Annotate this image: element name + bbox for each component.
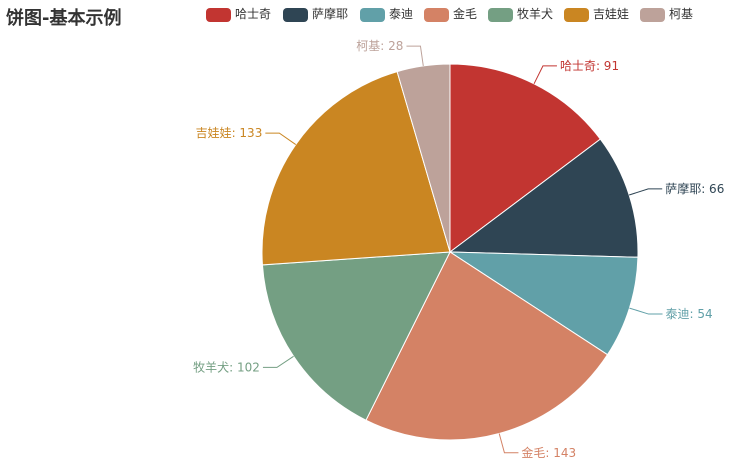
legend-label: 泰迪	[389, 7, 414, 21]
legend-label: 哈士奇	[235, 7, 272, 21]
legend-swatch	[360, 8, 385, 22]
label-leader-line	[629, 307, 663, 315]
legend-label: 金毛	[453, 7, 478, 21]
slice-label: 泰迪: 54	[666, 307, 713, 321]
pie-slice[interactable]	[449, 63, 602, 254]
slice-label: 哈士奇: 91	[560, 59, 619, 73]
pie-slice[interactable]	[448, 251, 639, 356]
label-leader-line	[628, 188, 663, 196]
pie-slice[interactable]	[261, 70, 451, 266]
label-leader-line	[265, 132, 297, 145]
legend-label: 吉娃娃	[593, 7, 630, 21]
label-leader-line	[533, 65, 557, 85]
legend-swatch	[424, 8, 449, 22]
legend-swatch	[640, 8, 665, 22]
slice-label: 牧羊犬: 102	[193, 359, 260, 374]
slice-label: 金毛: 143	[521, 445, 576, 460]
slice-label: 柯基: 28	[356, 39, 403, 53]
chart-title: 饼图-基本示例	[6, 8, 122, 29]
label-leader-line	[406, 45, 424, 66]
label-leader-line	[262, 355, 294, 368]
legend-swatch	[283, 8, 308, 22]
legend-label: 牧羊犬	[517, 7, 554, 21]
slice-label: 萨摩耶: 66	[665, 181, 724, 196]
slice-label: 吉娃娃: 133	[196, 126, 263, 140]
legend-label: 柯基	[669, 7, 694, 21]
legend-label: 萨摩耶	[312, 7, 349, 21]
legend-swatch	[206, 8, 231, 22]
legend-swatch	[488, 8, 513, 22]
legend-swatch	[564, 8, 589, 22]
label-leader-line	[498, 433, 519, 454]
pie-slice[interactable]	[396, 63, 451, 253]
